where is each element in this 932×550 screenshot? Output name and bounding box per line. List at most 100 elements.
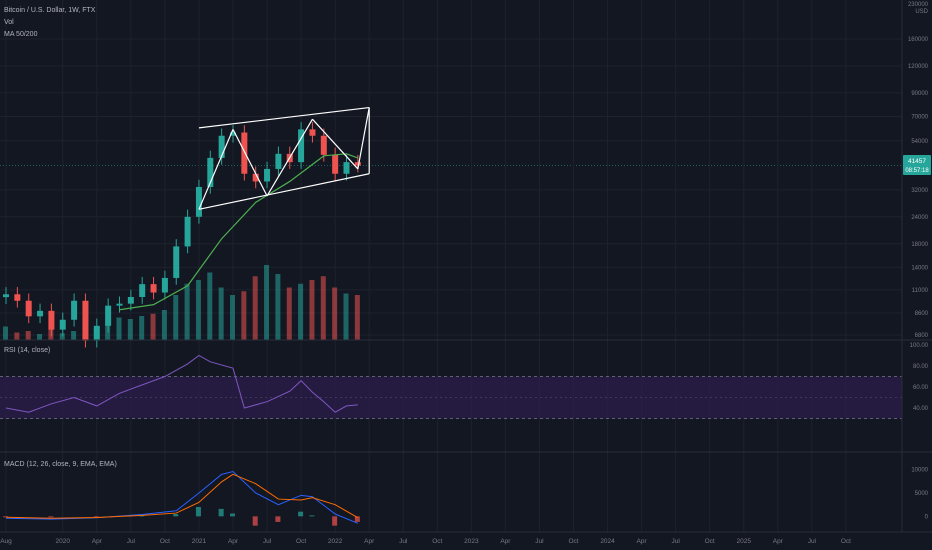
candle-body: [173, 246, 180, 278]
zigzag-line: [357, 107, 370, 170]
macd-histogram-bar: [354, 516, 360, 522]
time-tick-label: Apr: [500, 538, 511, 545]
current-price: 41457: [908, 158, 926, 165]
time-tick-label: 2020: [56, 538, 71, 545]
candle-body: [275, 153, 282, 169]
price-tick-top: 230000: [908, 2, 929, 8]
volume-bar: [161, 310, 167, 340]
candle-body: [3, 294, 9, 298]
price-tick-label: 90000: [911, 91, 928, 97]
candle-body: [218, 135, 225, 158]
price-axis[interactable]: 230000 USD 160000 120000 90000 70000 54000 32…: [908, 2, 929, 339]
rsi-tick-label: 40.00: [913, 406, 929, 412]
volume-bar: [343, 293, 349, 340]
volume-bar: [139, 316, 145, 340]
volume-bar: [230, 295, 235, 340]
trendline-drawings[interactable]: [198, 106, 370, 210]
currency-label: USD: [915, 9, 928, 15]
time-tick-label: Jul: [535, 538, 544, 545]
time-tick-label: Oct: [160, 538, 170, 545]
price-grid: [0, 0, 902, 532]
time-tick-label: Oct: [568, 538, 578, 545]
zigzag-line: [232, 129, 268, 197]
volume-bar: [320, 276, 326, 340]
volume-bar: [241, 291, 247, 340]
macd-histogram-bar: [173, 514, 179, 517]
time-tick-label: Jul: [399, 538, 408, 545]
time-tick-label: Apr: [92, 538, 103, 545]
candle-body: [105, 305, 112, 326]
candle-body: [127, 297, 134, 304]
candle-body: [332, 154, 339, 174]
macd-axis[interactable]: 10000 5000 0: [911, 468, 928, 521]
volume-bar: [354, 295, 360, 340]
price-tick-label: 14000: [911, 265, 928, 271]
price-tick-label: 32000: [911, 188, 928, 194]
price-tick-label: 6800: [915, 333, 929, 339]
price-tick-label: 8600: [915, 311, 929, 317]
time-tick-label: 2024: [600, 538, 615, 545]
ma-lines: [119, 153, 359, 311]
macd-histogram-bar: [48, 516, 54, 518]
time-tick-label: 2022: [328, 538, 343, 545]
volume-bar: [37, 334, 43, 340]
time-tick-label: Apr: [773, 538, 784, 545]
candle-body: [354, 162, 361, 166]
time-tick-label: Jul: [263, 538, 272, 545]
volume-bar: [173, 295, 179, 340]
candle-body: [48, 310, 55, 330]
volume-bar: [275, 274, 281, 340]
time-tick-label: Jul: [127, 538, 136, 545]
symbol-title[interactable]: Bitcoin / U.S. Dollar, 1W, FTX: [4, 7, 96, 14]
channel-lower-line: [198, 173, 370, 210]
price-tick-label: 160000: [908, 37, 929, 43]
time-tick-label: Oct: [841, 538, 851, 545]
rsi-axis[interactable]: 100.00 80.00 60.00 40.00: [910, 343, 929, 412]
macd-legend[interactable]: MACD (12, 26, close, 9, EMA, EMA): [4, 461, 117, 468]
candle-body: [343, 162, 350, 174]
volume-bars: [3, 265, 360, 340]
volume-bar: [218, 287, 224, 340]
channel-upper-line: [198, 106, 370, 129]
time-tick-label: Apr: [364, 538, 375, 545]
rsi-tick-label: 80.00: [913, 364, 929, 370]
volume-bar: [184, 283, 190, 340]
macd-histogram-bar: [252, 516, 258, 526]
signal-line: [5, 473, 359, 519]
macd-pane: [3, 470, 360, 526]
volume-bar: [150, 313, 156, 340]
volume-bar: [264, 265, 270, 340]
current-price-badge: [903, 155, 931, 175]
candle-body: [264, 168, 271, 182]
volume-bar: [116, 317, 122, 340]
price-tick-label: 54000: [911, 139, 928, 145]
candle-body: [139, 284, 146, 298]
candle-body: [150, 284, 157, 293]
candle-body: [309, 129, 316, 136]
candle-body: [161, 277, 168, 293]
macd-histogram-bar: [195, 507, 201, 517]
ma-legend[interactable]: MA 50/200: [4, 31, 38, 38]
rsi-legend[interactable]: RSI (14, close): [4, 347, 50, 354]
macd-histogram-bar: [230, 513, 235, 517]
time-tick-label: Jul: [808, 538, 817, 545]
macd-histogram-bar: [309, 515, 315, 517]
volume-legend[interactable]: Vol: [4, 19, 14, 26]
macd-histogram-bar: [275, 516, 281, 522]
time-axis[interactable]: Aug 2020 Apr Jul Oct 2021 Apr Jul Oct 2022 Apr Jul O…: [0, 538, 851, 545]
time-tick-label: 2023: [464, 538, 479, 545]
candle-body: [82, 300, 89, 341]
candle-body: [207, 157, 214, 187]
volume-bar: [332, 287, 338, 340]
volume-bar: [286, 287, 292, 340]
volume-bar: [3, 326, 8, 340]
candle-body: [93, 325, 100, 341]
time-tick-label: Oct: [296, 538, 306, 545]
candle-body: [184, 216, 191, 247]
rsi-line: [5, 354, 358, 413]
price-tick-label: 120000: [908, 64, 929, 70]
volume-bar: [127, 319, 133, 340]
candle-body: [14, 294, 21, 301]
